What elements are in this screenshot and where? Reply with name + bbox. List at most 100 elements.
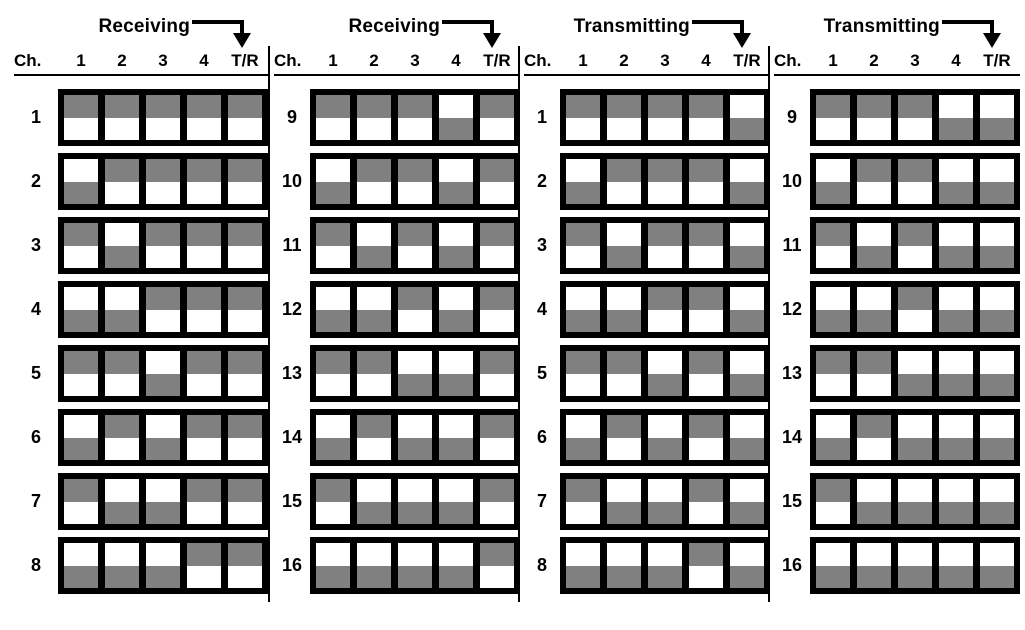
switch-actuator — [898, 437, 932, 460]
group-title: Receiving — [348, 16, 440, 37]
switch-actuator — [398, 287, 432, 310]
switch-actuator — [105, 309, 139, 332]
dip-switch-3-down — [898, 543, 932, 588]
dip-switch-tr-down — [980, 159, 1014, 204]
switch-actuator — [187, 223, 221, 246]
ch-column-header: Ch. — [774, 51, 802, 70]
dip-switch-4-down — [439, 479, 473, 524]
channel-row: 6 — [524, 409, 770, 466]
dip-switch-block — [810, 217, 1020, 274]
switch-actuator — [898, 565, 932, 588]
dip-switch-4-up — [187, 415, 221, 460]
channel-row: 4 — [524, 281, 770, 338]
switch-actuator — [105, 565, 139, 588]
channel-number: 15 — [281, 491, 303, 511]
channel-number: 8 — [536, 555, 547, 575]
dip-switch-block — [810, 89, 1020, 146]
channel-row: 4 — [14, 281, 270, 338]
dip-switch-4-up — [187, 287, 221, 332]
dip-switch-4-up — [187, 95, 221, 140]
switch-column-headers: 1 2 3 4 T/R — [810, 51, 1020, 71]
dip-switch-1-down — [64, 287, 98, 332]
dip-switch-3-up — [898, 95, 932, 140]
dip-switch-4-up — [689, 95, 723, 140]
dip-switch-tr-down — [980, 415, 1014, 460]
channel-number: 6 — [536, 427, 547, 447]
switch-actuator — [939, 181, 973, 204]
dip-switch-2-up — [857, 95, 891, 140]
switch-column-headers: 1 2 3 4 T/R — [310, 51, 520, 71]
switch-actuator — [105, 95, 139, 118]
dip-switch-1-up — [316, 351, 350, 396]
switch-actuator — [730, 181, 764, 204]
dip-switch-3-up — [146, 223, 180, 268]
switch-actuator — [566, 437, 600, 460]
switch-actuator — [105, 245, 139, 268]
dip-switch-2-down — [607, 223, 641, 268]
channel-row: 7 — [524, 473, 770, 530]
dip-switch-3-up — [146, 287, 180, 332]
dip-switch-block — [810, 281, 1020, 338]
dip-switch-4-down — [939, 95, 973, 140]
switch-actuator — [146, 159, 180, 182]
dip-switch-1-up — [816, 479, 850, 524]
switch-actuator — [316, 309, 350, 332]
switch-actuator — [105, 501, 139, 524]
switch-actuator — [689, 287, 723, 310]
dip-switch-tr-up — [480, 415, 514, 460]
switch-actuator — [939, 437, 973, 460]
group-title-row: Receiving — [274, 8, 520, 48]
switch-actuator — [980, 565, 1014, 588]
channel-row: 11 — [774, 217, 1020, 274]
dip-switch-1-down — [816, 287, 850, 332]
dip-switch-3-up — [398, 223, 432, 268]
dip-switch-3-down — [648, 479, 682, 524]
switch-actuator — [980, 245, 1014, 268]
switch-actuator — [816, 565, 850, 588]
switch-actuator — [980, 309, 1014, 332]
dip-switch-1-up — [316, 223, 350, 268]
switch-actuator — [857, 351, 891, 374]
switch-actuator — [187, 543, 221, 566]
dip-switch-tr-down — [730, 287, 764, 332]
switch-actuator — [898, 95, 932, 118]
dip-switch-block — [310, 473, 520, 530]
switch-actuator — [816, 479, 850, 502]
channel-number: 16 — [781, 555, 803, 575]
group-title-row: Transmitting — [774, 8, 1020, 48]
switch-column-header: 3 — [910, 51, 920, 70]
switch-actuator — [648, 95, 682, 118]
channel-number: 4 — [30, 299, 41, 319]
dip-switch-4-up — [187, 479, 221, 524]
switch-actuator — [857, 565, 891, 588]
dip-switch-3-up — [398, 95, 432, 140]
dip-switch-block — [810, 537, 1020, 594]
dip-switch-3-up — [898, 287, 932, 332]
dip-switch-4-down — [439, 223, 473, 268]
switch-actuator — [439, 117, 473, 140]
channel-number: 9 — [286, 107, 297, 127]
switch-column-header: 2 — [369, 51, 379, 70]
dip-switch-3-up — [898, 223, 932, 268]
dip-switch-3-up — [146, 159, 180, 204]
dip-switch-2-down — [857, 543, 891, 588]
dip-switch-1-down — [316, 543, 350, 588]
switch-actuator — [607, 309, 641, 332]
dip-switch-tr-up — [228, 543, 262, 588]
dip-switch-4-up — [187, 351, 221, 396]
dip-switch-1-up — [566, 479, 600, 524]
ch-column-header: Ch. — [524, 51, 552, 70]
switch-actuator — [398, 373, 432, 396]
channel-row: 11 — [274, 217, 520, 274]
switch-actuator — [857, 245, 891, 268]
column-header-row: Ch. 1 2 3 4 T/R — [14, 46, 270, 76]
dip-switch-block — [310, 89, 520, 146]
channel-number: 3 — [536, 235, 547, 255]
switch-actuator — [857, 415, 891, 438]
dip-switch-2-down — [607, 287, 641, 332]
column-header-row: Ch. 1 2 3 4 T/R — [774, 46, 1020, 76]
dip-switch-block — [58, 345, 268, 402]
switch-column-header: 3 — [158, 51, 168, 70]
dip-switch-4-down — [939, 543, 973, 588]
switch-actuator — [228, 95, 262, 118]
